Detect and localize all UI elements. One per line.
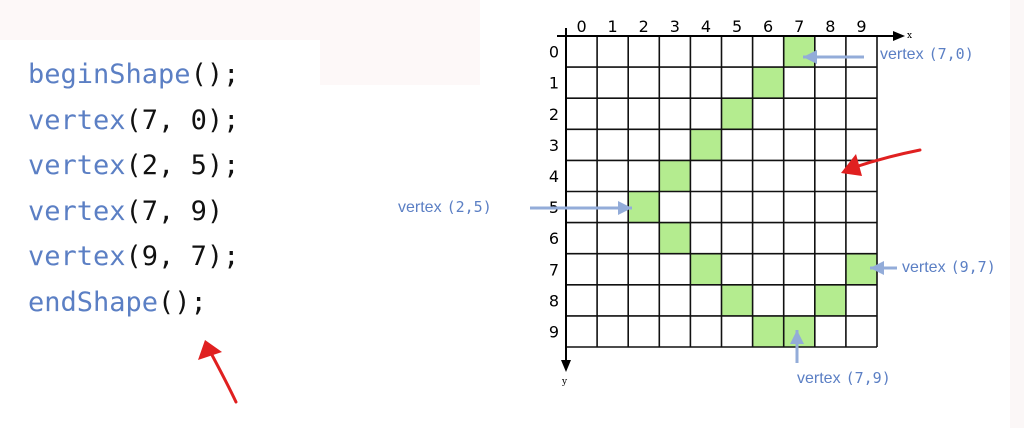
code-line: vertex(7, 9) — [28, 195, 224, 227]
y-tick-label: 0 — [549, 43, 559, 62]
label-vertex-2-5: vertex (2,5) — [398, 198, 492, 216]
y-tick-label: 2 — [549, 105, 559, 124]
code-line: endShape(); — [28, 286, 207, 318]
x-tick-label: 8 — [825, 17, 835, 36]
filled-cell — [659, 160, 691, 192]
filled-cell — [721, 98, 753, 130]
x-tick-label: 2 — [639, 17, 649, 36]
y-axis-arrowhead — [561, 360, 571, 372]
x-tick-label: 0 — [576, 17, 586, 36]
red-annotation-arrow — [850, 148, 922, 170]
code-block: beginShape(); vertex(7, 0); vertex(2, 5)… — [28, 52, 239, 325]
code-line: vertex(9, 7); — [28, 241, 240, 272]
filled-cell — [783, 36, 815, 68]
pointer-arrowhead — [870, 261, 884, 275]
filled-cell — [814, 284, 846, 316]
filled-cell — [752, 315, 784, 347]
red-annotation-arrowhead — [198, 340, 222, 360]
x-tick-label: 6 — [763, 17, 773, 36]
y-tick-label: 4 — [549, 167, 559, 186]
x-tick-label: 5 — [732, 17, 742, 36]
code-line: vertex(7, 0); — [28, 104, 240, 136]
background-patch — [0, 0, 350, 40]
code-line: vertex(2, 5); — [28, 150, 240, 181]
x-tick-label: 9 — [856, 17, 866, 36]
filled-cell — [690, 253, 722, 285]
y-tick-label: 3 — [549, 136, 559, 155]
filled-cell — [752, 67, 784, 99]
filled-cell — [721, 284, 753, 316]
pointer-arrowhead — [790, 330, 804, 344]
code-line: beginShape(); — [28, 59, 240, 90]
x-axis-arrowhead — [893, 31, 905, 41]
label-vertex-7-9: vertex (7,9) — [797, 369, 891, 387]
y-axis-label: y — [561, 377, 568, 387]
pointer-arrowhead — [618, 201, 632, 215]
background-patch — [1010, 0, 1024, 428]
filled-cell — [628, 191, 660, 223]
y-tick-label: 9 — [549, 322, 559, 341]
background-patch — [320, 0, 480, 85]
y-tick-label: 1 — [549, 74, 559, 93]
filled-cell — [659, 222, 691, 254]
y-tick-label: 7 — [549, 260, 559, 279]
x-axis-label: x — [907, 31, 912, 41]
x-tick-label: 7 — [794, 17, 804, 36]
y-tick-label: 8 — [549, 291, 559, 310]
filled-cell — [690, 129, 722, 161]
red-annotation-arrow — [210, 353, 238, 404]
label-vertex-7-0: vertex (7,0) — [880, 45, 974, 63]
pointer-arrowhead — [803, 50, 817, 64]
y-tick-label: 6 — [549, 229, 559, 248]
x-tick-label: 1 — [608, 17, 618, 36]
label-vertex-9-7: vertex (9,7) — [902, 258, 996, 276]
x-tick-label: 3 — [670, 17, 680, 36]
x-tick-label: 4 — [701, 17, 711, 36]
red-annotation-arrowhead — [841, 154, 862, 176]
